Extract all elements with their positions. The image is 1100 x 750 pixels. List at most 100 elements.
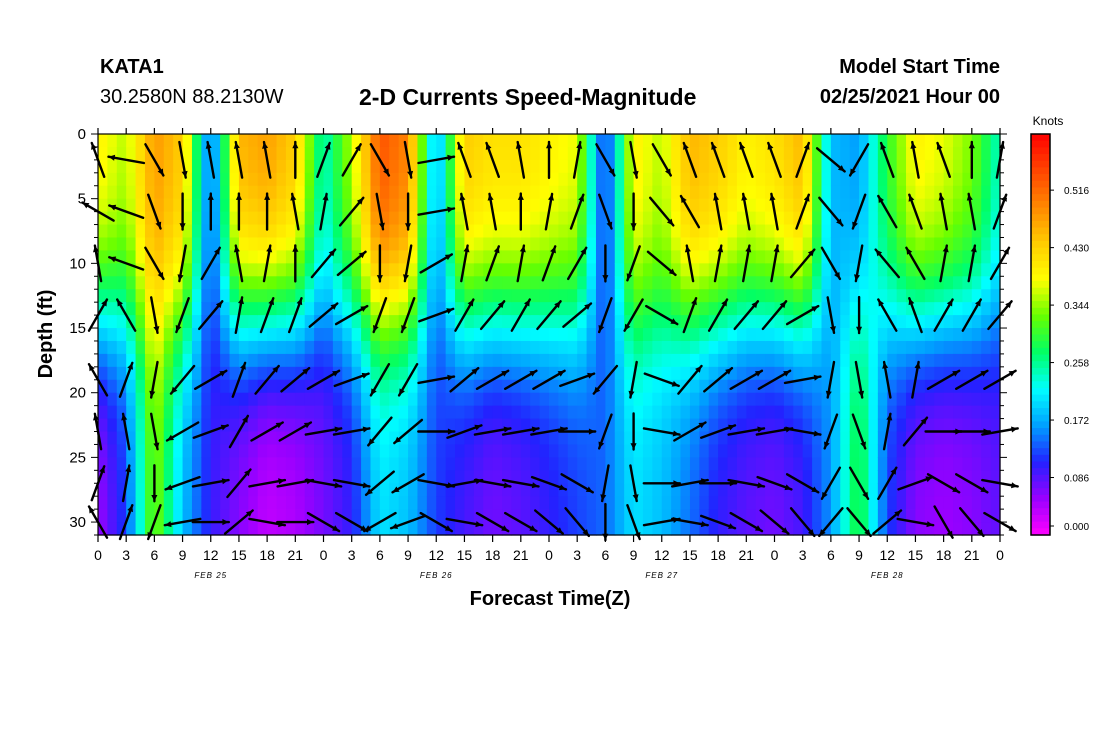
heatmap-cell (191, 315, 202, 329)
heatmap-cell (624, 224, 635, 239)
heatmap-cell (267, 509, 278, 523)
heatmap-cell (887, 496, 898, 510)
heatmap-cell (511, 134, 522, 148)
current-vectors (81, 140, 1019, 542)
heatmap-cell (558, 198, 569, 213)
heatmap-cell (821, 211, 832, 226)
heatmap-cell (840, 237, 851, 252)
heatmap-cell (163, 237, 174, 252)
heatmap-cell (210, 198, 221, 213)
heatmap-cell (276, 457, 287, 471)
heatmap-cell (868, 509, 879, 523)
heatmap-cell (990, 522, 1001, 536)
heatmap-cell (896, 328, 907, 342)
heatmap-cell (765, 211, 776, 226)
x-tick-label: 18 (710, 547, 726, 563)
heatmap-cell (877, 340, 888, 355)
date-label: FEB 26 (420, 571, 453, 580)
heatmap-cell (934, 146, 945, 161)
heatmap-cell (859, 405, 870, 420)
heatmap-cell (408, 198, 419, 213)
heatmap-cell (126, 522, 137, 536)
heatmap-cell (699, 315, 710, 329)
heatmap-cell (567, 276, 578, 290)
heatmap-cell (144, 340, 155, 355)
heatmap-cell (492, 457, 503, 471)
heatmap-cell (229, 263, 240, 277)
heatmap-cell (868, 392, 879, 407)
heatmap-cell (812, 392, 823, 407)
heatmap-cell (924, 457, 935, 471)
heatmap-cell (163, 172, 174, 187)
heatmap-cell (370, 211, 381, 226)
colorbar-segment (1031, 207, 1050, 215)
heatmap-cell (492, 340, 503, 355)
heatmap-cell (276, 418, 287, 433)
current-vector (304, 426, 343, 436)
heatmap-cell (614, 159, 625, 174)
heatmap-cell (163, 496, 174, 510)
heatmap-cell (332, 457, 343, 471)
heatmap-cell (191, 353, 202, 368)
heatmap-cell (285, 509, 296, 523)
heatmap-cell (191, 405, 202, 420)
heatmap-cell (605, 315, 616, 329)
heatmap-cell (652, 379, 663, 394)
heatmap-cell (182, 522, 193, 536)
heatmap-cell (314, 366, 325, 381)
heatmap-cell (154, 328, 165, 342)
heatmap-cell (502, 250, 513, 264)
heatmap-cell (417, 444, 428, 458)
heatmap-cell (793, 328, 804, 342)
heatmap-cell (173, 431, 184, 446)
current-vector (304, 478, 343, 489)
current-vector (592, 364, 619, 395)
heatmap-cell (182, 392, 193, 407)
colorbar-segment (1031, 200, 1050, 209)
heatmap-cell (389, 159, 400, 174)
heatmap-cell (736, 134, 747, 148)
heatmap-cell (144, 496, 155, 510)
current-vector (677, 364, 703, 395)
heatmap-cell (906, 522, 917, 536)
heatmap-cell (389, 457, 400, 471)
heatmap-cell (426, 146, 437, 161)
heatmap-cell (708, 444, 719, 458)
heatmap-cell (511, 302, 522, 316)
heatmap-cell (304, 276, 315, 290)
heatmap-cell (577, 302, 588, 316)
heatmap-cell (830, 315, 841, 329)
heatmap-cell (351, 431, 362, 446)
heatmap-cell (539, 522, 550, 536)
heatmap-cell (379, 431, 390, 446)
heatmap-cell (774, 340, 785, 355)
heatmap-cell (492, 289, 503, 303)
heatmap-cell (455, 470, 466, 484)
heatmap-cell (746, 405, 757, 420)
heatmap-cell (530, 328, 541, 342)
heatmap-cell (981, 198, 992, 213)
heatmap-cell (248, 224, 259, 239)
heatmap-cell (699, 340, 710, 355)
heatmap-cell (135, 211, 146, 226)
heatmap-cell (107, 522, 118, 536)
heatmap-cell (934, 496, 945, 510)
x-tick-label: 0 (771, 547, 779, 563)
heatmap-cell (755, 172, 766, 187)
heatmap-cell (727, 340, 738, 355)
heatmap-cell (530, 198, 541, 213)
heatmap-cell (436, 509, 447, 523)
heatmap-cell (492, 496, 503, 510)
current-vector (276, 519, 315, 526)
heatmap-cell (614, 302, 625, 316)
heatmap-cell (708, 457, 719, 471)
heatmap-cell (624, 198, 635, 213)
heatmap-cell (361, 172, 372, 187)
heatmap-cell (144, 302, 155, 316)
heatmap-cell (586, 328, 597, 342)
heatmap-cell (558, 250, 569, 264)
current-vector (651, 143, 672, 177)
heatmap-cell (276, 224, 287, 239)
heatmap-cell (342, 470, 353, 484)
heatmap-cell (736, 250, 747, 264)
